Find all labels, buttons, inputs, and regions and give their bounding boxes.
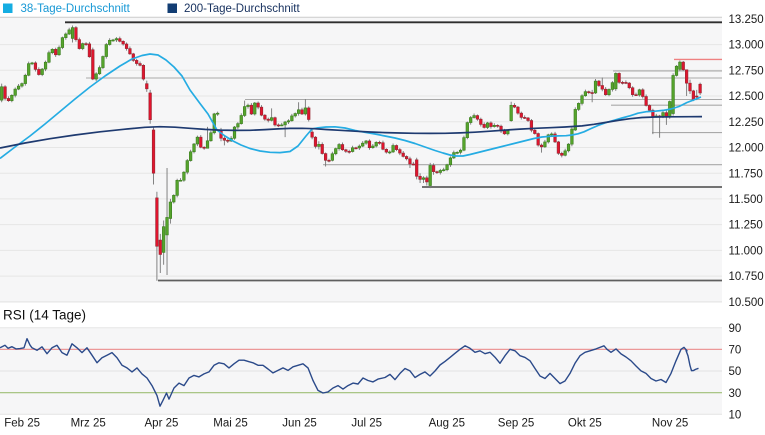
svg-text:11.500: 11.500 <box>729 194 763 206</box>
svg-text:200-Tage-Durchschnitt: 200-Tage-Durchschnitt <box>184 3 301 15</box>
svg-text:10.750: 10.750 <box>729 271 764 283</box>
svg-text:Mai 25: Mai 25 <box>213 418 248 430</box>
svg-text:Mrz 25: Mrz 25 <box>71 418 106 430</box>
svg-text:Apr 25: Apr 25 <box>145 418 179 430</box>
svg-text:11.750: 11.750 <box>729 168 763 180</box>
svg-text:10.500: 10.500 <box>729 297 764 309</box>
svg-text:10: 10 <box>729 409 742 421</box>
svg-text:13.000: 13.000 <box>729 40 764 52</box>
svg-text:12.000: 12.000 <box>729 143 764 155</box>
svg-text:90: 90 <box>729 323 742 335</box>
svg-text:Nov 25: Nov 25 <box>652 418 688 430</box>
svg-text:12.500: 12.500 <box>729 91 764 103</box>
svg-text:12.250: 12.250 <box>729 117 764 129</box>
svg-text:Feb 25: Feb 25 <box>4 418 40 430</box>
svg-text:Sep 25: Sep 25 <box>498 418 534 430</box>
svg-text:12.750: 12.750 <box>729 65 764 77</box>
svg-text:RSI (14 Tage): RSI (14 Tage) <box>3 308 86 323</box>
svg-text:50: 50 <box>729 366 742 378</box>
svg-text:11.250: 11.250 <box>729 220 763 232</box>
svg-text:13.250: 13.250 <box>729 14 764 26</box>
svg-text:11.000: 11.000 <box>729 246 763 258</box>
svg-text:Aug 25: Aug 25 <box>429 418 465 430</box>
svg-text:Jul 25: Jul 25 <box>351 418 382 430</box>
svg-text:70: 70 <box>729 345 742 357</box>
svg-text:30: 30 <box>729 388 742 400</box>
svg-text:38-Tage-Durchschnitt: 38-Tage-Durchschnitt <box>21 3 131 15</box>
svg-text:Jun 25: Jun 25 <box>282 418 317 430</box>
svg-text:Okt 25: Okt 25 <box>568 418 602 430</box>
